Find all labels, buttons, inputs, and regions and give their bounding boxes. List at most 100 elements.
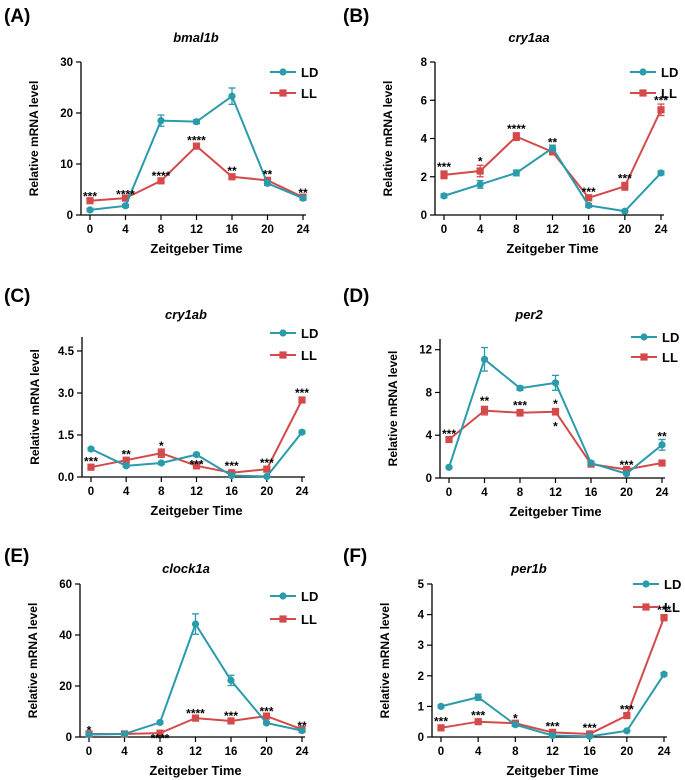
legend-label: LL	[301, 348, 317, 363]
x-tick-label: 0	[446, 487, 452, 499]
significance-label: ***	[442, 427, 456, 441]
x-tick-label: 4	[122, 224, 129, 236]
significance-label: ***	[618, 172, 632, 186]
y-tick-label: 12	[419, 345, 432, 357]
data-point-ld	[660, 670, 668, 678]
y-tick-label: 3	[418, 640, 424, 652]
legend-marker	[279, 89, 287, 97]
chart-title: cry1ab	[165, 307, 207, 322]
y-tick-label: 2	[421, 172, 427, 184]
legend-label: LL	[661, 86, 677, 101]
data-point-ll	[192, 462, 201, 470]
data-point-ld	[622, 470, 631, 478]
data-point-ld	[263, 472, 271, 481]
y-axis-label: Relative mRNA level	[378, 603, 392, 719]
y-tick-label: 30	[60, 57, 73, 69]
significance-label: ****	[186, 706, 205, 720]
legend-marker	[279, 351, 287, 359]
data-point-ll	[474, 718, 482, 726]
y-tick-label: 4	[418, 610, 425, 622]
data-point-ll	[262, 712, 271, 720]
y-tick-label: 20	[60, 108, 73, 120]
chart-panel: (D) per2 0 4 8 12 0 4 8 12 16 20 24 Zeitgeber Time Rel…	[343, 286, 679, 519]
data-point-ld	[120, 730, 129, 738]
x-tick-label: 24	[296, 746, 309, 758]
data-point-ld	[658, 441, 666, 449]
significance-label: ****	[116, 188, 135, 202]
data-point-ld	[191, 620, 200, 628]
significance-label: *	[87, 724, 92, 738]
y-tick-label: 4	[426, 430, 433, 442]
x-tick-label: 0	[86, 746, 92, 758]
x-tick-label: 0	[87, 224, 93, 236]
x-tick-label: 24	[656, 487, 669, 499]
data-point-ld	[263, 179, 272, 187]
x-tick-label: 16	[225, 486, 238, 498]
data-point-ld	[474, 693, 482, 701]
y-tick-label: 40	[59, 630, 72, 642]
significance-label: **	[298, 186, 308, 200]
data-point-ld	[85, 730, 93, 739]
data-point-ld	[228, 92, 236, 100]
x-tick-label: 20	[618, 224, 631, 236]
x-tick-label: 20	[260, 486, 273, 498]
significance-label: **	[121, 448, 131, 462]
chart-title: per1b	[510, 561, 546, 576]
x-tick-label: 12	[189, 746, 202, 758]
y-tick-label: 20	[59, 681, 72, 693]
significance-label: ***	[657, 603, 671, 617]
x-tick-label: 16	[582, 224, 595, 236]
y-tick-label: 0.0	[58, 472, 74, 484]
data-point-ll	[621, 182, 629, 190]
data-point-ll	[585, 194, 593, 202]
significance-label: ***	[583, 721, 597, 735]
data-point-ld	[657, 169, 665, 177]
data-point-ld	[122, 462, 130, 470]
data-point-ld	[586, 732, 594, 740]
data-point-ld	[437, 702, 445, 711]
legend-label: LD	[301, 589, 318, 604]
data-point-ll	[623, 711, 631, 720]
data-point-ll	[622, 465, 631, 474]
x-axis-label: Zeitgeber Time	[506, 763, 598, 778]
data-point-ld	[445, 463, 453, 471]
x-tick-label: 4	[475, 746, 482, 758]
x-tick-label: 0	[441, 224, 447, 236]
data-point-ld	[157, 117, 165, 125]
data-point-ld	[228, 472, 236, 480]
data-point-ll	[157, 177, 165, 185]
x-tick-label: 12	[549, 487, 562, 499]
data-point-ll	[658, 459, 666, 467]
data-point-ll	[657, 106, 665, 114]
y-tick-label: 0	[66, 732, 72, 744]
y-tick-label: 4	[421, 134, 428, 146]
chart-title: clock1a	[162, 561, 210, 576]
significance-label: ***	[471, 709, 485, 723]
significance-label: ****	[151, 732, 170, 746]
data-point-ll	[437, 724, 445, 732]
legend-label: LD	[661, 65, 678, 80]
chart-title: per2	[514, 307, 543, 322]
data-point-ll	[480, 407, 489, 415]
significance-label: ***	[654, 93, 668, 107]
significance-label: ***	[582, 185, 596, 199]
y-axis-label: Relative mRNA level	[28, 349, 42, 465]
y-tick-label: 60	[59, 579, 72, 591]
x-axis-label: Zeitgeber Time	[150, 241, 242, 256]
data-point-ll	[445, 435, 453, 444]
significance-label: ***	[225, 459, 239, 473]
significance-label: ****	[507, 122, 526, 136]
y-axis-label: Relative mRNA level	[27, 81, 41, 197]
x-tick-label: 0	[88, 486, 94, 498]
significance-label: **	[227, 164, 237, 178]
x-tick-label: 4	[123, 486, 130, 498]
chart-title: cry1aa	[508, 30, 549, 45]
y-tick-label: 10	[60, 159, 73, 171]
data-point-ld	[157, 459, 165, 467]
legend-marker	[279, 615, 287, 623]
legend-marker	[639, 89, 647, 97]
x-tick-label: 16	[583, 746, 596, 758]
data-point-ld	[298, 727, 306, 735]
x-tick-label: 20	[261, 224, 274, 236]
